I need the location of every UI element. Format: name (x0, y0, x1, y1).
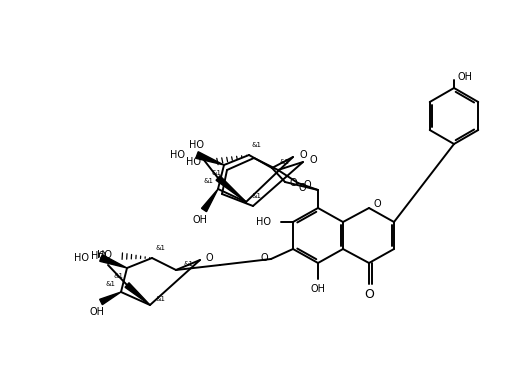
Text: HO: HO (170, 150, 185, 160)
Text: &1: &1 (106, 281, 116, 287)
Text: &1: &1 (184, 261, 194, 267)
Text: O: O (373, 199, 381, 209)
Text: HO: HO (91, 251, 106, 261)
Polygon shape (196, 152, 224, 165)
Text: O: O (206, 253, 213, 263)
Text: &1: &1 (211, 170, 221, 176)
Text: HO: HO (256, 217, 271, 227)
Text: HO: HO (186, 157, 201, 167)
Text: &1: &1 (203, 178, 213, 184)
Polygon shape (99, 292, 121, 305)
Text: O: O (303, 180, 311, 190)
Text: HO: HO (97, 250, 112, 260)
Polygon shape (216, 176, 246, 202)
Text: O: O (261, 253, 268, 263)
Polygon shape (202, 189, 218, 212)
Text: OH: OH (457, 72, 472, 82)
Text: OH: OH (310, 284, 325, 294)
Polygon shape (100, 255, 127, 268)
Text: OH: OH (90, 307, 105, 317)
Text: &1: &1 (155, 245, 165, 251)
Text: O: O (298, 183, 306, 193)
Text: HO: HO (190, 140, 205, 150)
Text: &1: &1 (252, 142, 262, 148)
Text: &1: &1 (251, 193, 261, 199)
Text: O: O (364, 287, 374, 301)
Text: OH: OH (193, 215, 208, 225)
Text: HO: HO (74, 253, 89, 263)
Polygon shape (125, 283, 150, 305)
Text: O: O (299, 150, 307, 160)
Text: O: O (290, 178, 298, 188)
Text: O: O (310, 155, 318, 165)
Text: &1: &1 (280, 159, 290, 165)
Text: &1: &1 (155, 296, 165, 302)
Text: &1: &1 (114, 273, 124, 279)
